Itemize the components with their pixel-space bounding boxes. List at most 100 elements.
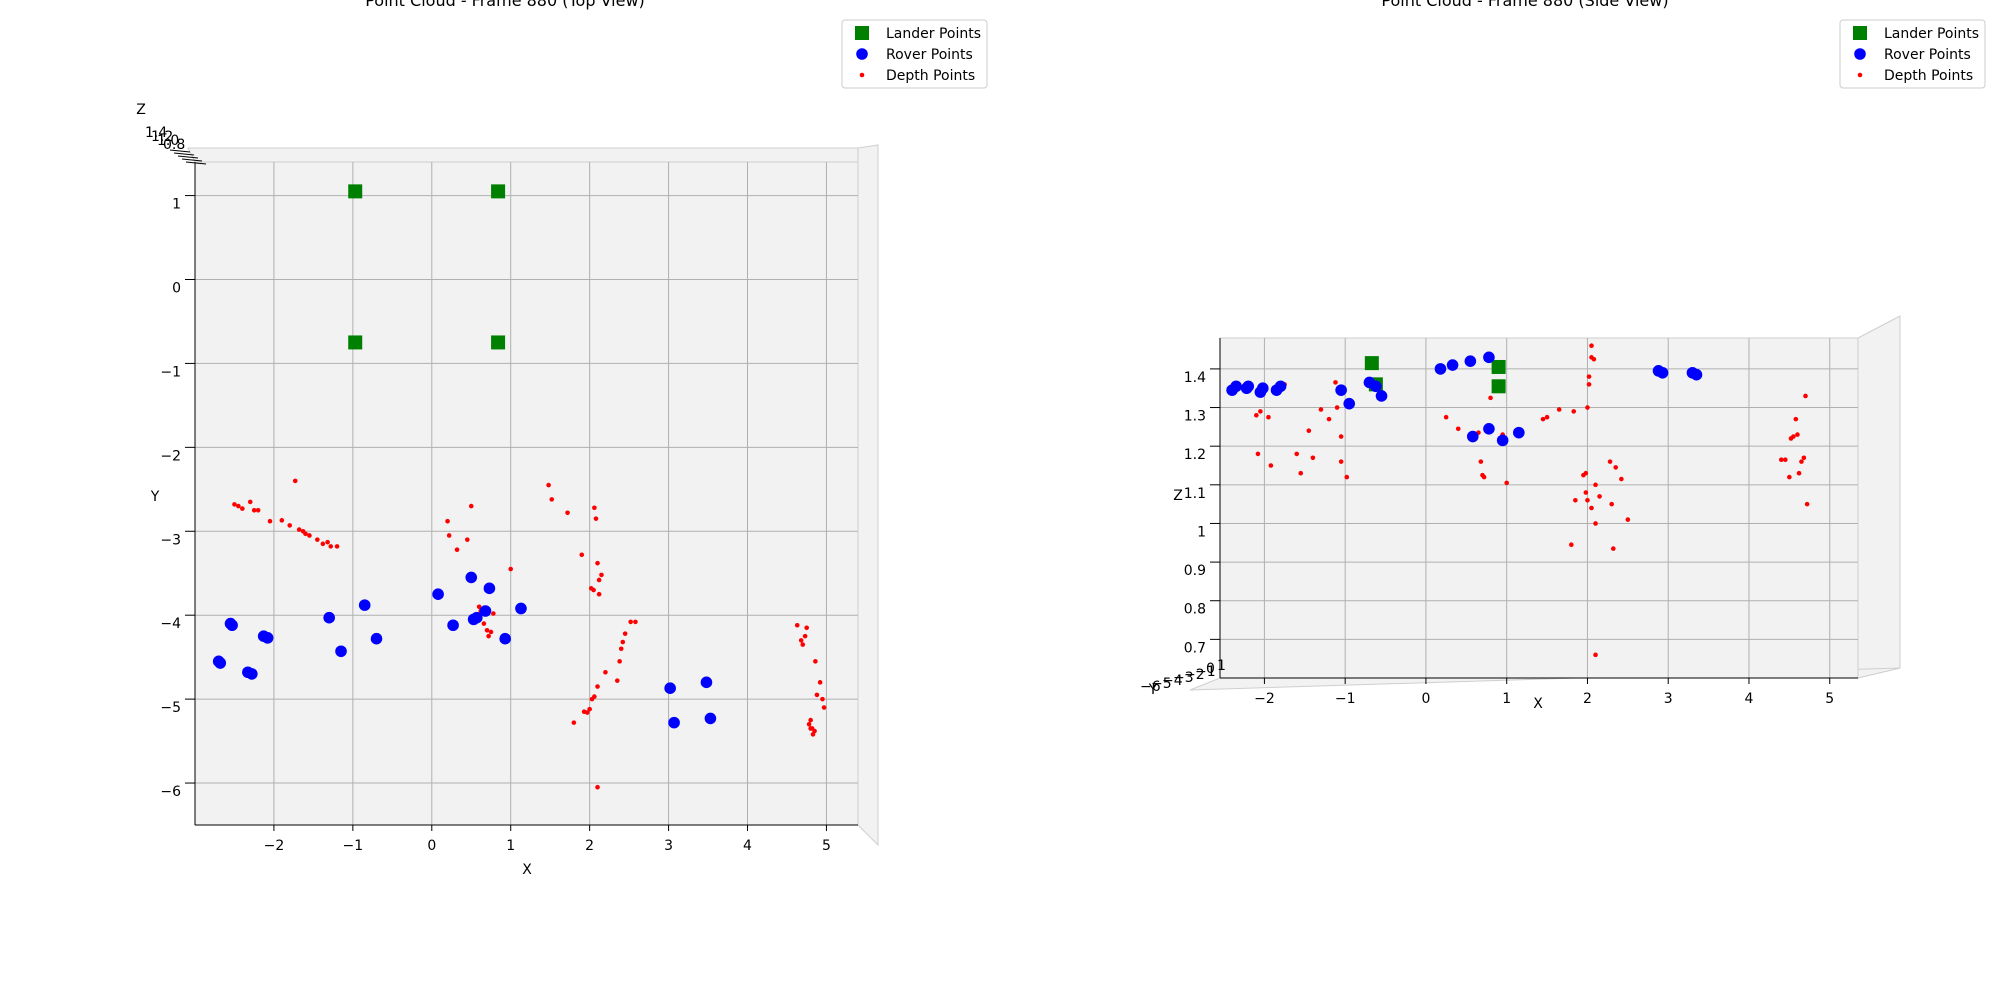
z-tick	[173, 152, 195, 156]
depth-point	[1488, 395, 1493, 401]
chart-side-view: Point Cloud - Frame 880 (Side View) −2 −1…	[1140, 0, 1986, 712]
rover-point	[1513, 426, 1525, 439]
depth-point	[812, 728, 817, 734]
depth-point	[1593, 482, 1598, 488]
depth-point	[468, 503, 474, 509]
depth-point	[255, 507, 261, 513]
depth-point	[446, 533, 452, 538]
rover-point	[1483, 351, 1495, 364]
rover-point	[704, 712, 717, 725]
y-tick-label: 1.3	[1184, 409, 1206, 425]
z-tick-label: 1.0	[157, 133, 179, 149]
rover-point	[1375, 390, 1388, 402]
rover-point	[1230, 380, 1242, 393]
depth-point	[1597, 494, 1602, 499]
depth-point	[1589, 343, 1594, 349]
x-tick-label: 0	[1421, 691, 1430, 707]
depth-point	[549, 497, 555, 502]
depth-point	[1787, 474, 1792, 480]
depth-point	[454, 547, 460, 553]
rover-point	[1466, 430, 1479, 443]
lander-point	[491, 335, 506, 350]
depth-point	[1266, 414, 1271, 420]
y-tick-label: 1	[1197, 524, 1206, 540]
depth-point	[315, 537, 320, 542]
depth-point	[1333, 380, 1338, 385]
depth-point	[292, 478, 298, 484]
depth-point	[802, 633, 808, 639]
rover-point	[323, 611, 335, 624]
rover-point	[483, 582, 496, 595]
legend-label: Depth Points	[886, 68, 975, 84]
rover-point	[470, 611, 483, 624]
z-tick	[169, 149, 191, 153]
depth-point	[1556, 407, 1562, 412]
depth-point	[325, 539, 330, 545]
depth-point	[1613, 465, 1619, 470]
legend-label: Rover Points	[1884, 47, 1971, 63]
rover-point	[1446, 359, 1459, 371]
depth-point	[1573, 497, 1578, 503]
depth-point	[546, 482, 551, 488]
depth-tick-label: −5	[1151, 676, 1172, 692]
depth-point	[1610, 546, 1616, 551]
depth-point	[1625, 517, 1631, 522]
depth-point	[628, 619, 633, 625]
depth-point	[565, 510, 570, 516]
rover-point	[479, 605, 492, 617]
depth-point	[1783, 457, 1788, 463]
depth-point	[240, 506, 245, 511]
depth-point	[814, 692, 820, 698]
depth-point	[622, 631, 628, 636]
x-tick-label: 1	[506, 838, 515, 854]
x-tick-label: −1	[343, 838, 364, 854]
depth-point	[617, 659, 622, 664]
rover-point	[358, 599, 371, 611]
depth-point	[1793, 416, 1799, 422]
y-tick-label: −4	[160, 616, 181, 632]
rover-point	[370, 632, 383, 645]
depth-point	[1591, 356, 1597, 362]
depth-point	[800, 642, 806, 647]
z-tick	[177, 155, 199, 159]
depth-point	[267, 518, 273, 524]
x-tick-label: 4	[1745, 691, 1754, 707]
depth-tick-label: 1	[1217, 658, 1226, 674]
rover-point	[261, 632, 274, 644]
depth-point	[1795, 432, 1800, 437]
lander-point	[1364, 356, 1379, 371]
depth-point	[1306, 428, 1312, 434]
rover-point	[515, 602, 527, 615]
legend-label: Lander Points	[1884, 26, 1979, 42]
depth-point	[620, 639, 626, 645]
depth-point	[287, 523, 293, 528]
depth-point	[481, 621, 487, 626]
depth-point	[1586, 374, 1592, 379]
depth-point	[1254, 412, 1259, 418]
rover-point	[1257, 382, 1269, 395]
x-tick-label: 2	[1583, 691, 1592, 707]
depth-point	[1799, 459, 1804, 464]
depth-point	[596, 577, 602, 583]
depth-point	[1796, 470, 1802, 476]
y-tick-label: −3	[160, 532, 181, 548]
depth-tick-label: −6	[1140, 679, 1161, 695]
depth-point	[1481, 474, 1487, 480]
depth-point	[1338, 459, 1344, 464]
depth-point	[1804, 501, 1810, 507]
depth-point	[1619, 476, 1624, 482]
depth-tick-labels: −6−5−4−3−2−10 1	[1140, 658, 1226, 695]
chart-title: Point Cloud - Frame 880 (Top View)	[365, 0, 645, 10]
depth-point	[232, 502, 237, 507]
y-tick-label: 1	[172, 197, 181, 213]
depth-point	[1443, 414, 1449, 420]
depth-point	[595, 684, 600, 689]
depth-point	[603, 669, 608, 675]
depth-point	[579, 552, 585, 558]
rover-point	[465, 571, 478, 584]
depth-point	[593, 516, 599, 521]
depth-point	[491, 611, 496, 616]
depth-point	[1478, 459, 1484, 464]
depth-point	[251, 507, 257, 513]
depth-point	[1791, 434, 1796, 439]
